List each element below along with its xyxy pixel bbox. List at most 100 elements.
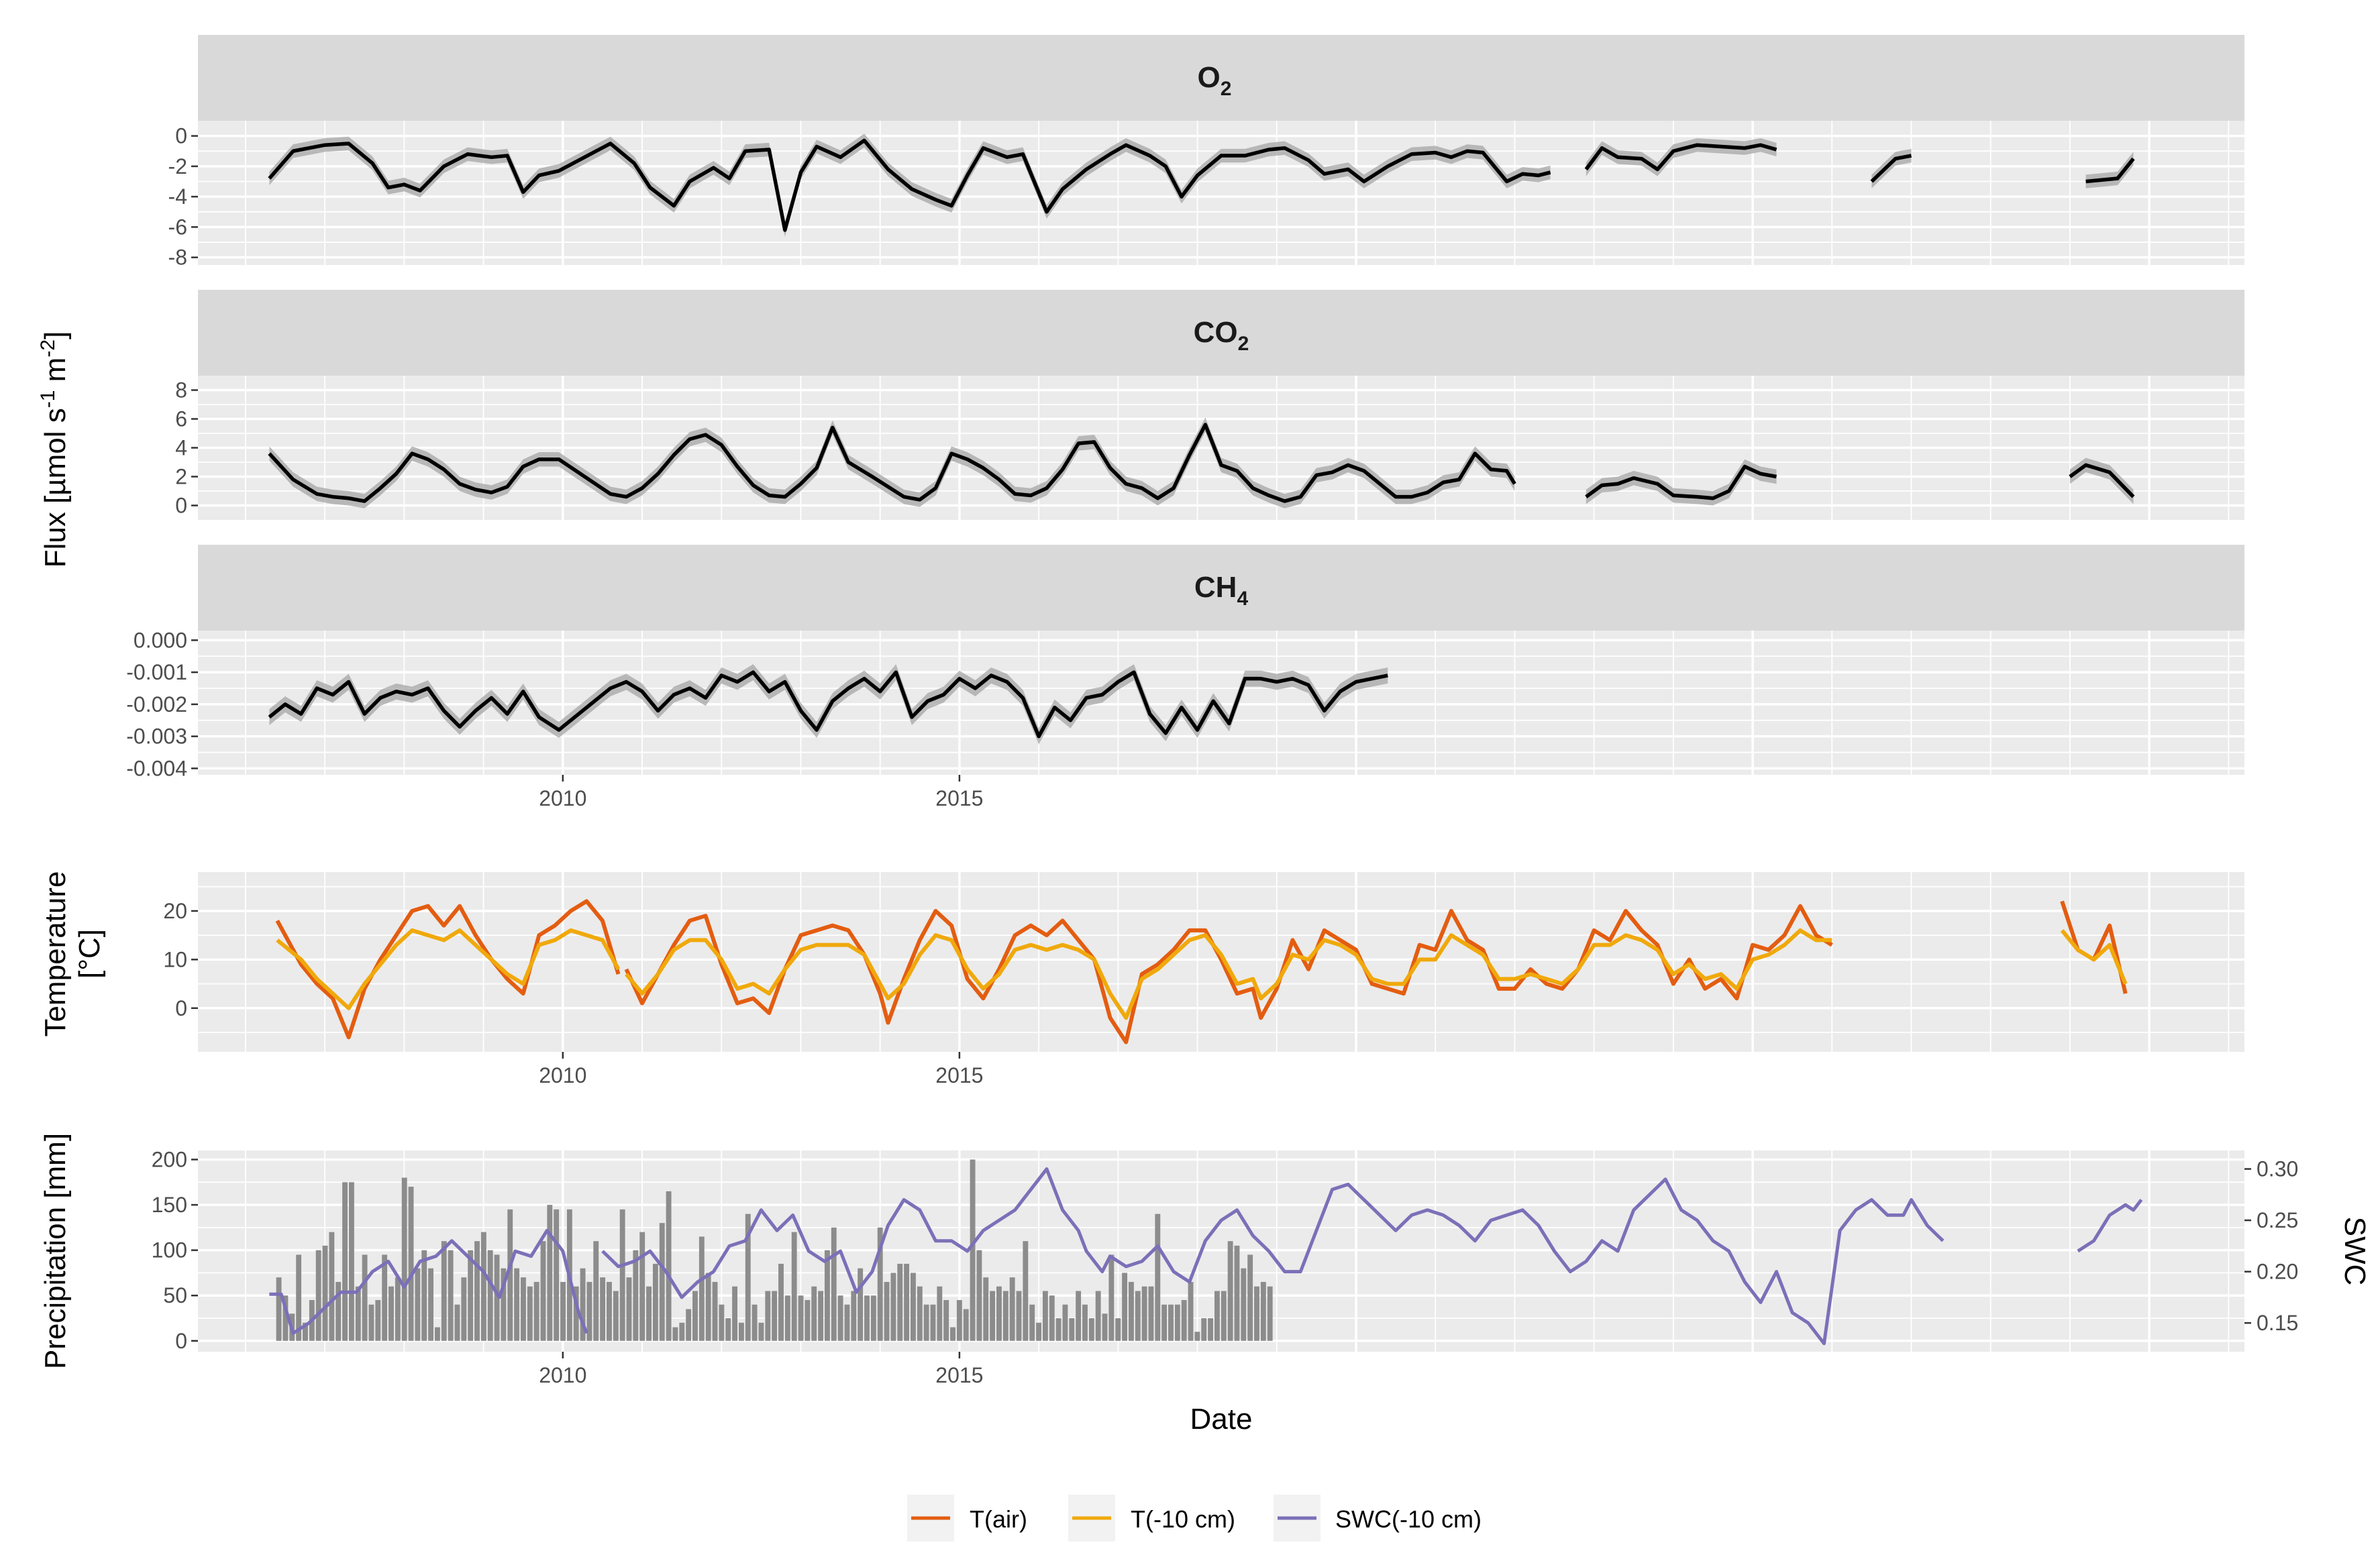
- precipitation-bar: [415, 1268, 421, 1341]
- co2-strip-title: CO2: [1194, 316, 1249, 355]
- precipitation-bar: [282, 1295, 289, 1341]
- precipitation-bar: [639, 1232, 645, 1341]
- precipitation-bar: [1168, 1304, 1174, 1341]
- precipitation-bar: [1221, 1291, 1227, 1341]
- precipitation-bar: [428, 1268, 434, 1341]
- precipitation-bar: [1161, 1304, 1168, 1341]
- precipitation-bar: [1029, 1304, 1035, 1341]
- precipitation-xtick-label: 2010: [539, 1363, 586, 1387]
- precipitation-bar: [329, 1232, 335, 1341]
- precipitation-bar: [461, 1277, 467, 1341]
- temperature-xtick-label: 2010: [539, 1063, 586, 1087]
- temperature-grid: [198, 872, 2244, 1052]
- precipitation-bar: [1234, 1245, 1240, 1341]
- precipitation-bar: [824, 1250, 830, 1341]
- ch4-strip: [198, 545, 2244, 631]
- precipitation-bar: [943, 1299, 949, 1341]
- precipitation-bar: [738, 1322, 744, 1341]
- precipitation-bar: [798, 1295, 804, 1341]
- precipitation-bar: [533, 1281, 539, 1341]
- precipitation-bar: [520, 1277, 526, 1341]
- precipitation-bar: [765, 1291, 771, 1341]
- precipitation-bar: [1062, 1304, 1068, 1341]
- precipitation-bar: [540, 1241, 546, 1341]
- precipitation-bar: [851, 1291, 857, 1341]
- precipitation-bar: [1155, 1214, 1161, 1341]
- precipitation-bar: [976, 1250, 982, 1341]
- precipitation-bar: [1254, 1286, 1259, 1341]
- precipitation-bar: [1069, 1318, 1075, 1341]
- precipitation-bar: [1260, 1281, 1266, 1341]
- co2-grid: [198, 376, 2244, 520]
- precipitation-bar: [705, 1273, 711, 1341]
- precipitation-bar: [844, 1304, 850, 1341]
- precipitation-bar: [303, 1322, 308, 1341]
- precipitation-bar: [514, 1268, 520, 1341]
- precipitation-bar: [1267, 1286, 1273, 1341]
- swc-ytick-label: 0.30: [2257, 1157, 2298, 1181]
- co2-ytick-label: 2: [175, 465, 187, 489]
- precipitation-bar: [890, 1273, 896, 1341]
- o2-strip-title: O2: [1198, 61, 1232, 100]
- x-axis-title: Date: [1190, 1403, 1253, 1436]
- precipitation-bar: [1122, 1273, 1127, 1341]
- precipitation-bar: [368, 1304, 374, 1341]
- precipitation-bar: [884, 1281, 890, 1341]
- ch4-xticks: 2010 2015: [539, 775, 983, 810]
- precipitation-bar: [619, 1209, 625, 1341]
- precipitation-bar: [870, 1295, 876, 1341]
- o2-panel: [198, 121, 2244, 265]
- precipitation-bar: [1095, 1291, 1101, 1341]
- precipitation-bar: [501, 1268, 507, 1341]
- precipitation-bar: [580, 1268, 586, 1341]
- precipitation-xtick-label: 2015: [935, 1363, 983, 1387]
- tair-line-segment: [275, 899, 621, 1040]
- o2-line-segment: [1584, 143, 1777, 172]
- co2-ytick-label: 8: [175, 378, 187, 402]
- precipitation-bar: [375, 1299, 381, 1341]
- precipitation-xticks: 2010 2015: [539, 1352, 983, 1387]
- ch4-yticks: 0.000 -0.001 -0.002 -0.003 -0.004: [126, 628, 198, 780]
- temperature-axis-title-line1: Temperature: [39, 871, 72, 1036]
- precipitation-bar: [395, 1277, 401, 1341]
- o2-ytick-label: -6: [168, 215, 187, 239]
- precipitation-bars: [276, 1159, 1273, 1341]
- precipitation-bar: [1208, 1318, 1214, 1341]
- precipitation-bar: [1201, 1318, 1207, 1341]
- precipitation-bar: [1128, 1281, 1134, 1341]
- precipitation-bar: [421, 1250, 427, 1341]
- temperature-yticks: 0 10 20: [163, 899, 198, 1020]
- precipitation-bar: [593, 1241, 599, 1341]
- ch4-xtick-label: 2015: [935, 786, 983, 810]
- precipitation-bar: [686, 1309, 692, 1341]
- precipitation-bar: [408, 1187, 414, 1341]
- precipitation-bar: [692, 1291, 698, 1341]
- precipitation-bar: [659, 1223, 665, 1341]
- temperature-xticks: 2010 2015: [539, 1052, 983, 1087]
- ch4-ytick-label: -0.002: [126, 692, 187, 716]
- precipitation-bar: [633, 1250, 639, 1341]
- precipitation-bar: [877, 1227, 883, 1341]
- precipitation-bar: [527, 1286, 533, 1341]
- o2-strip: [198, 35, 2244, 121]
- precipitation-bar: [672, 1327, 678, 1341]
- precipitation-bar: [448, 1250, 454, 1341]
- precipitation-bar: [441, 1241, 447, 1341]
- precipitation-axis-title: Precipitation [mm]: [39, 1133, 72, 1369]
- precipitation-bar: [322, 1245, 328, 1341]
- precipitation-bar: [474, 1241, 480, 1341]
- precipitation-bar: [1141, 1286, 1147, 1341]
- swc-line-segment: [2077, 1198, 2143, 1253]
- legend-label-tair: T(air): [970, 1505, 1027, 1533]
- co2-line-segment: [1585, 464, 1777, 500]
- precipitation-bar: [745, 1214, 751, 1341]
- precipitation-bar: [296, 1254, 302, 1341]
- swc-ytick-label: 0.25: [2257, 1208, 2298, 1232]
- precipitation-bar: [805, 1299, 811, 1341]
- precipitation-ytick-label: 50: [163, 1283, 187, 1307]
- precipitation-bar: [1042, 1291, 1048, 1341]
- co2-line: [268, 423, 2135, 503]
- precipitation-bar: [732, 1286, 737, 1341]
- precipitation-bar: [1227, 1241, 1233, 1341]
